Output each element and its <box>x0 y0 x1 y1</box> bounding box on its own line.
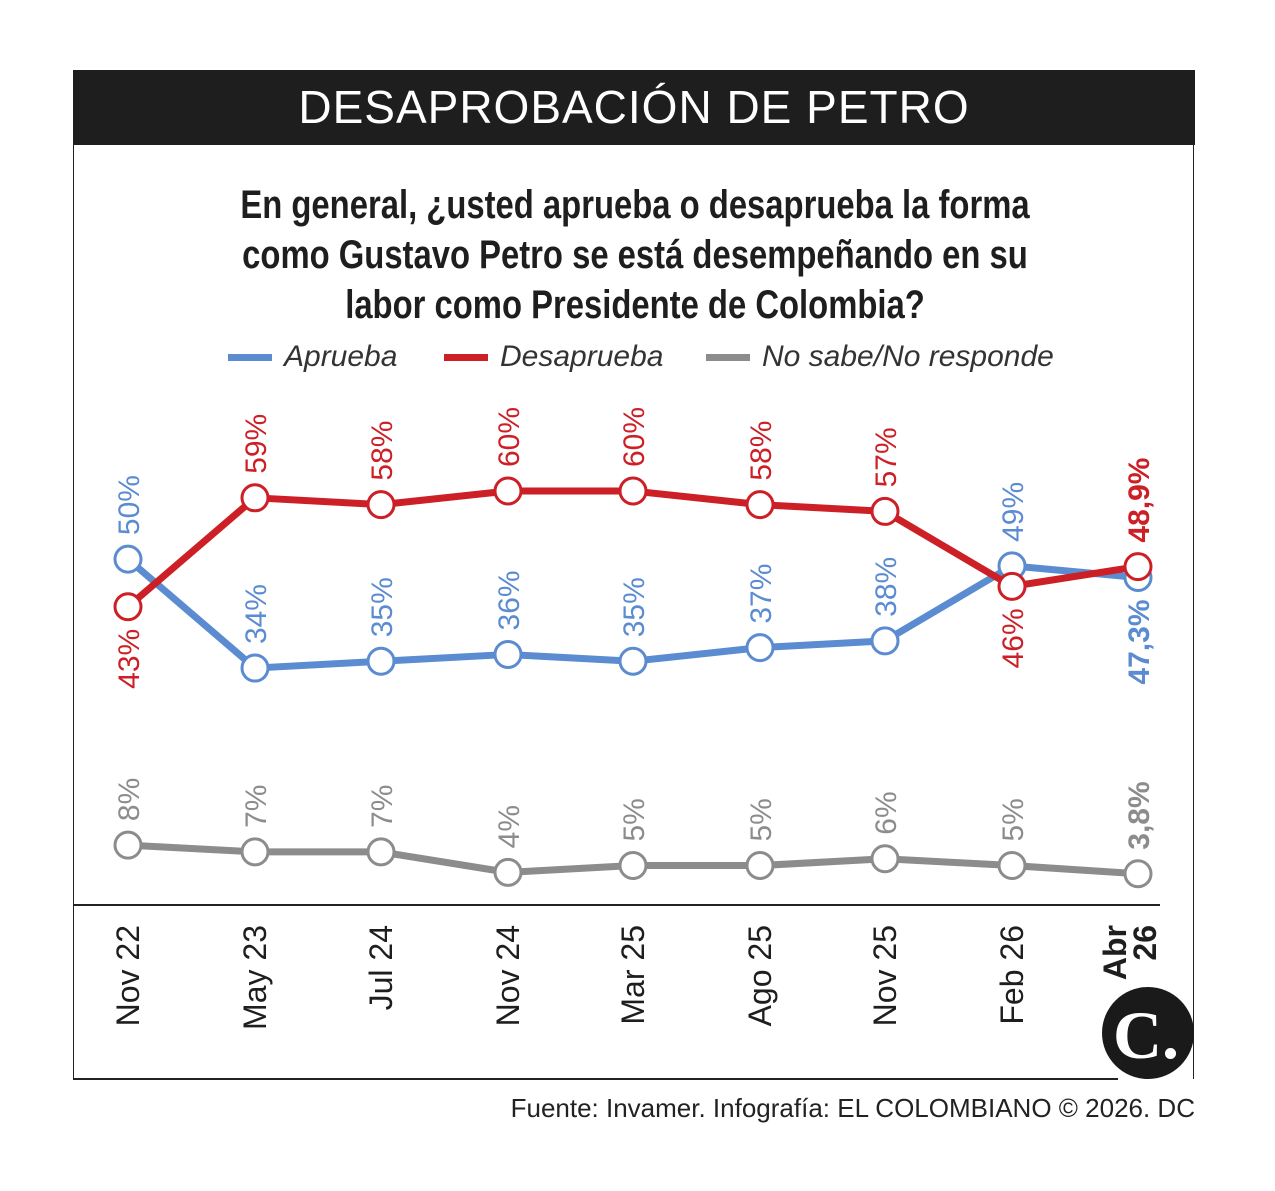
data-label: 57% <box>870 427 903 487</box>
data-point <box>493 639 523 669</box>
data-label: 4% <box>493 805 526 848</box>
data-point <box>1123 552 1153 582</box>
data-point <box>745 490 775 520</box>
data-label: 5% <box>618 798 651 841</box>
frame-bottom-line <box>73 1078 1118 1080</box>
data-label: 7% <box>366 785 399 828</box>
data-label: 3,8% <box>1123 781 1156 849</box>
data-point <box>618 476 648 506</box>
chart-subtitle: En general, ¿usted aprueba o desaprueba … <box>240 183 1030 327</box>
data-point <box>745 633 775 663</box>
data-label: 50% <box>113 475 146 535</box>
x-tick-label: Nov 24 <box>490 925 526 1026</box>
x-tick-label: Ago 25 <box>742 925 778 1026</box>
legend-label: No sabe/No responde <box>762 340 1054 373</box>
legend-swatch <box>706 353 750 361</box>
x-tick-label: Jul 24 <box>363 925 399 1010</box>
legend-label: Aprueba <box>284 340 398 373</box>
chart-title: DESAPROBACIÓN DE PETRO <box>73 70 1195 145</box>
data-label: 43% <box>113 629 146 689</box>
data-point <box>366 490 396 520</box>
data-label: 46% <box>997 608 1030 668</box>
data-label: 6% <box>870 791 903 834</box>
data-label: 60% <box>493 407 526 467</box>
data-label: 59% <box>240 414 273 474</box>
x-tick-label: Nov 22 <box>110 925 146 1026</box>
data-label: 8% <box>113 778 146 821</box>
x-tick-label: Nov 25 <box>867 925 903 1026</box>
data-point <box>493 857 523 887</box>
data-point <box>997 571 1027 601</box>
data-label: 35% <box>618 577 651 637</box>
data-point <box>618 851 648 881</box>
data-point <box>1123 859 1153 889</box>
x-tick-label: May 23 <box>237 925 273 1030</box>
data-point <box>366 837 396 867</box>
data-point <box>870 496 900 526</box>
data-point <box>997 851 1027 881</box>
x-tick-label: Feb 26 <box>994 925 1030 1025</box>
data-label: 5% <box>745 798 778 841</box>
data-point <box>113 544 143 574</box>
data-point <box>113 830 143 860</box>
logo: C. <box>1102 987 1194 1079</box>
legend: Aprueba Desaprueba No sabe/No responde <box>0 340 1275 384</box>
data-point <box>240 837 270 867</box>
data-label: 49% <box>997 482 1030 542</box>
data-point <box>745 851 775 881</box>
data-point <box>113 592 143 622</box>
data-label: 7% <box>240 785 273 828</box>
data-point <box>240 483 270 513</box>
x-tick-label: 26 <box>1127 925 1163 961</box>
data-label: 58% <box>745 421 778 481</box>
legend-item-desaprueba: Desaprueba <box>444 340 663 374</box>
data-point <box>366 646 396 676</box>
legend-label: Desaprueba <box>500 340 664 373</box>
legend-swatch <box>228 353 272 361</box>
x-tick-label: Mar 25 <box>615 925 651 1025</box>
legend-item-aprueba: Aprueba <box>228 340 397 374</box>
data-label: 60% <box>618 407 651 467</box>
data-label: 48,9% <box>1123 458 1156 543</box>
data-point <box>493 476 523 506</box>
data-label: 37% <box>745 564 778 624</box>
data-label: 58% <box>366 421 399 481</box>
x-tick-label: Abr <box>1097 925 1133 980</box>
source-note: Fuente: Invamer. Infografía: EL COLOMBIA… <box>510 1093 1195 1123</box>
data-label: 47,3% <box>1123 599 1156 684</box>
legend-swatch <box>444 353 488 361</box>
data-label: 5% <box>997 798 1030 841</box>
data-point <box>618 646 648 676</box>
data-point <box>870 844 900 874</box>
data-point <box>870 626 900 656</box>
data-label: 36% <box>493 570 526 630</box>
data-label: 38% <box>870 557 903 617</box>
svg-text:C.: C. <box>1113 997 1179 1073</box>
data-label: 34% <box>240 584 273 644</box>
data-label: 35% <box>366 577 399 637</box>
data-point <box>240 653 270 683</box>
legend-item-nsnr: No sabe/No responde <box>706 340 1054 374</box>
